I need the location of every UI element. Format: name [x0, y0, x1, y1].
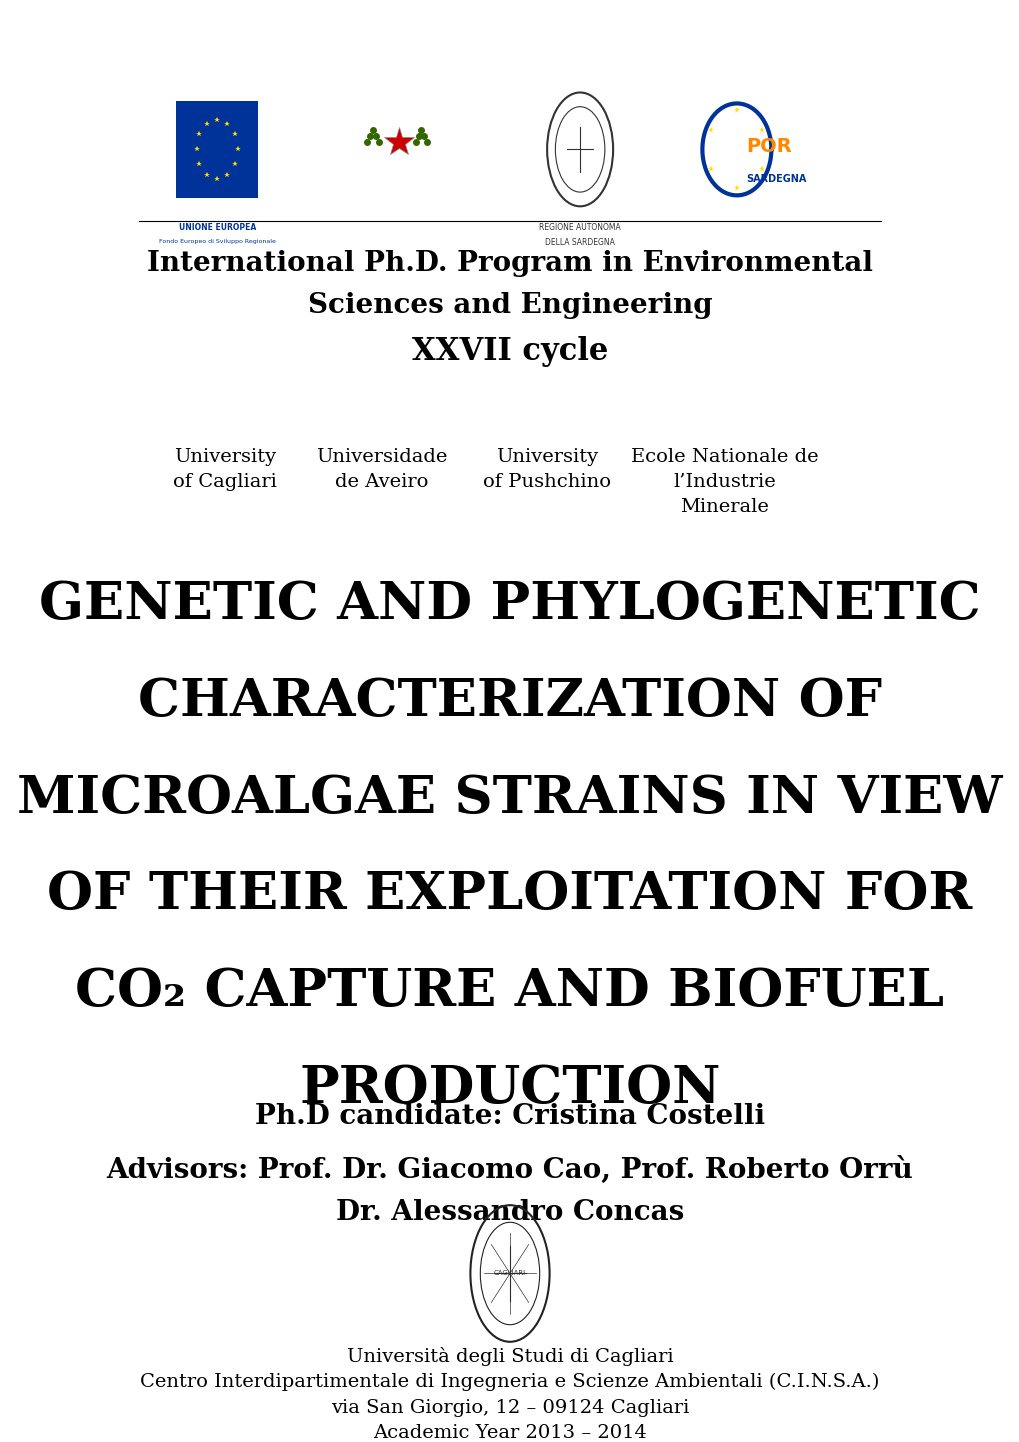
- Text: University
of Cagliari: University of Cagliari: [173, 448, 277, 492]
- Text: POR: POR: [746, 137, 791, 156]
- Text: REGIONE AUTONOMA: REGIONE AUTONOMA: [539, 224, 621, 232]
- Text: UNIONE EUROPEA: UNIONE EUROPEA: [178, 224, 256, 232]
- Text: Advisors: Prof. Dr. Giacomo Cao, Prof. Roberto Orrù: Advisors: Prof. Dr. Giacomo Cao, Prof. R…: [106, 1155, 913, 1184]
- Text: SARDEGNA: SARDEGNA: [746, 174, 806, 185]
- Text: Academic Year 2013 – 2014: Academic Year 2013 – 2014: [373, 1425, 646, 1442]
- Text: Università degli Studi di Cagliari: Università degli Studi di Cagliari: [346, 1347, 673, 1367]
- Text: Ph.D candidate: Cristina Costelli: Ph.D candidate: Cristina Costelli: [255, 1103, 764, 1131]
- Text: PRODUCTION: PRODUCTION: [299, 1063, 720, 1115]
- Text: MICROALGAE STRAINS IN VIEW: MICROALGAE STRAINS IN VIEW: [17, 773, 1002, 823]
- Text: CAGLIARI: CAGLIARI: [493, 1270, 526, 1276]
- Text: Fondo Europeo di Sviluppo Regionale: Fondo Europeo di Sviluppo Regionale: [159, 239, 275, 244]
- Text: Universidade
de Aveiro: Universidade de Aveiro: [316, 448, 447, 492]
- Text: XXVII cycle: XXVII cycle: [412, 336, 607, 366]
- Text: Ecole Nationale de
l’Industrie
Minerale: Ecole Nationale de l’Industrie Minerale: [630, 448, 817, 516]
- Text: via San Giorgio, 12 – 09124 Cagliari: via San Giorgio, 12 – 09124 Cagliari: [330, 1399, 689, 1416]
- Text: Centro Interdipartimentale di Ingegneria e Scienze Ambientali (C.I.N.S.A.): Centro Interdipartimentale di Ingegneria…: [141, 1373, 878, 1392]
- Text: International Ph.D. Program in Environmental: International Ph.D. Program in Environme…: [147, 249, 872, 277]
- FancyBboxPatch shape: [176, 101, 258, 198]
- Text: University
of Pushchino: University of Pushchino: [483, 448, 610, 492]
- Text: OF THEIR EXPLOITATION FOR: OF THEIR EXPLOITATION FOR: [47, 870, 972, 920]
- Text: Dr. Alessandro Concas: Dr. Alessandro Concas: [335, 1198, 684, 1226]
- Text: Sciences and Engineering: Sciences and Engineering: [308, 293, 711, 320]
- Text: CO₂ CAPTURE AND BIOFUEL: CO₂ CAPTURE AND BIOFUEL: [75, 966, 944, 1017]
- Text: DELLA SARDEGNA: DELLA SARDEGNA: [544, 238, 614, 247]
- Text: GENETIC AND PHYLOGENETIC: GENETIC AND PHYLOGENETIC: [39, 580, 980, 630]
- Text: CHARACTERIZATION OF: CHARACTERIZATION OF: [138, 676, 881, 727]
